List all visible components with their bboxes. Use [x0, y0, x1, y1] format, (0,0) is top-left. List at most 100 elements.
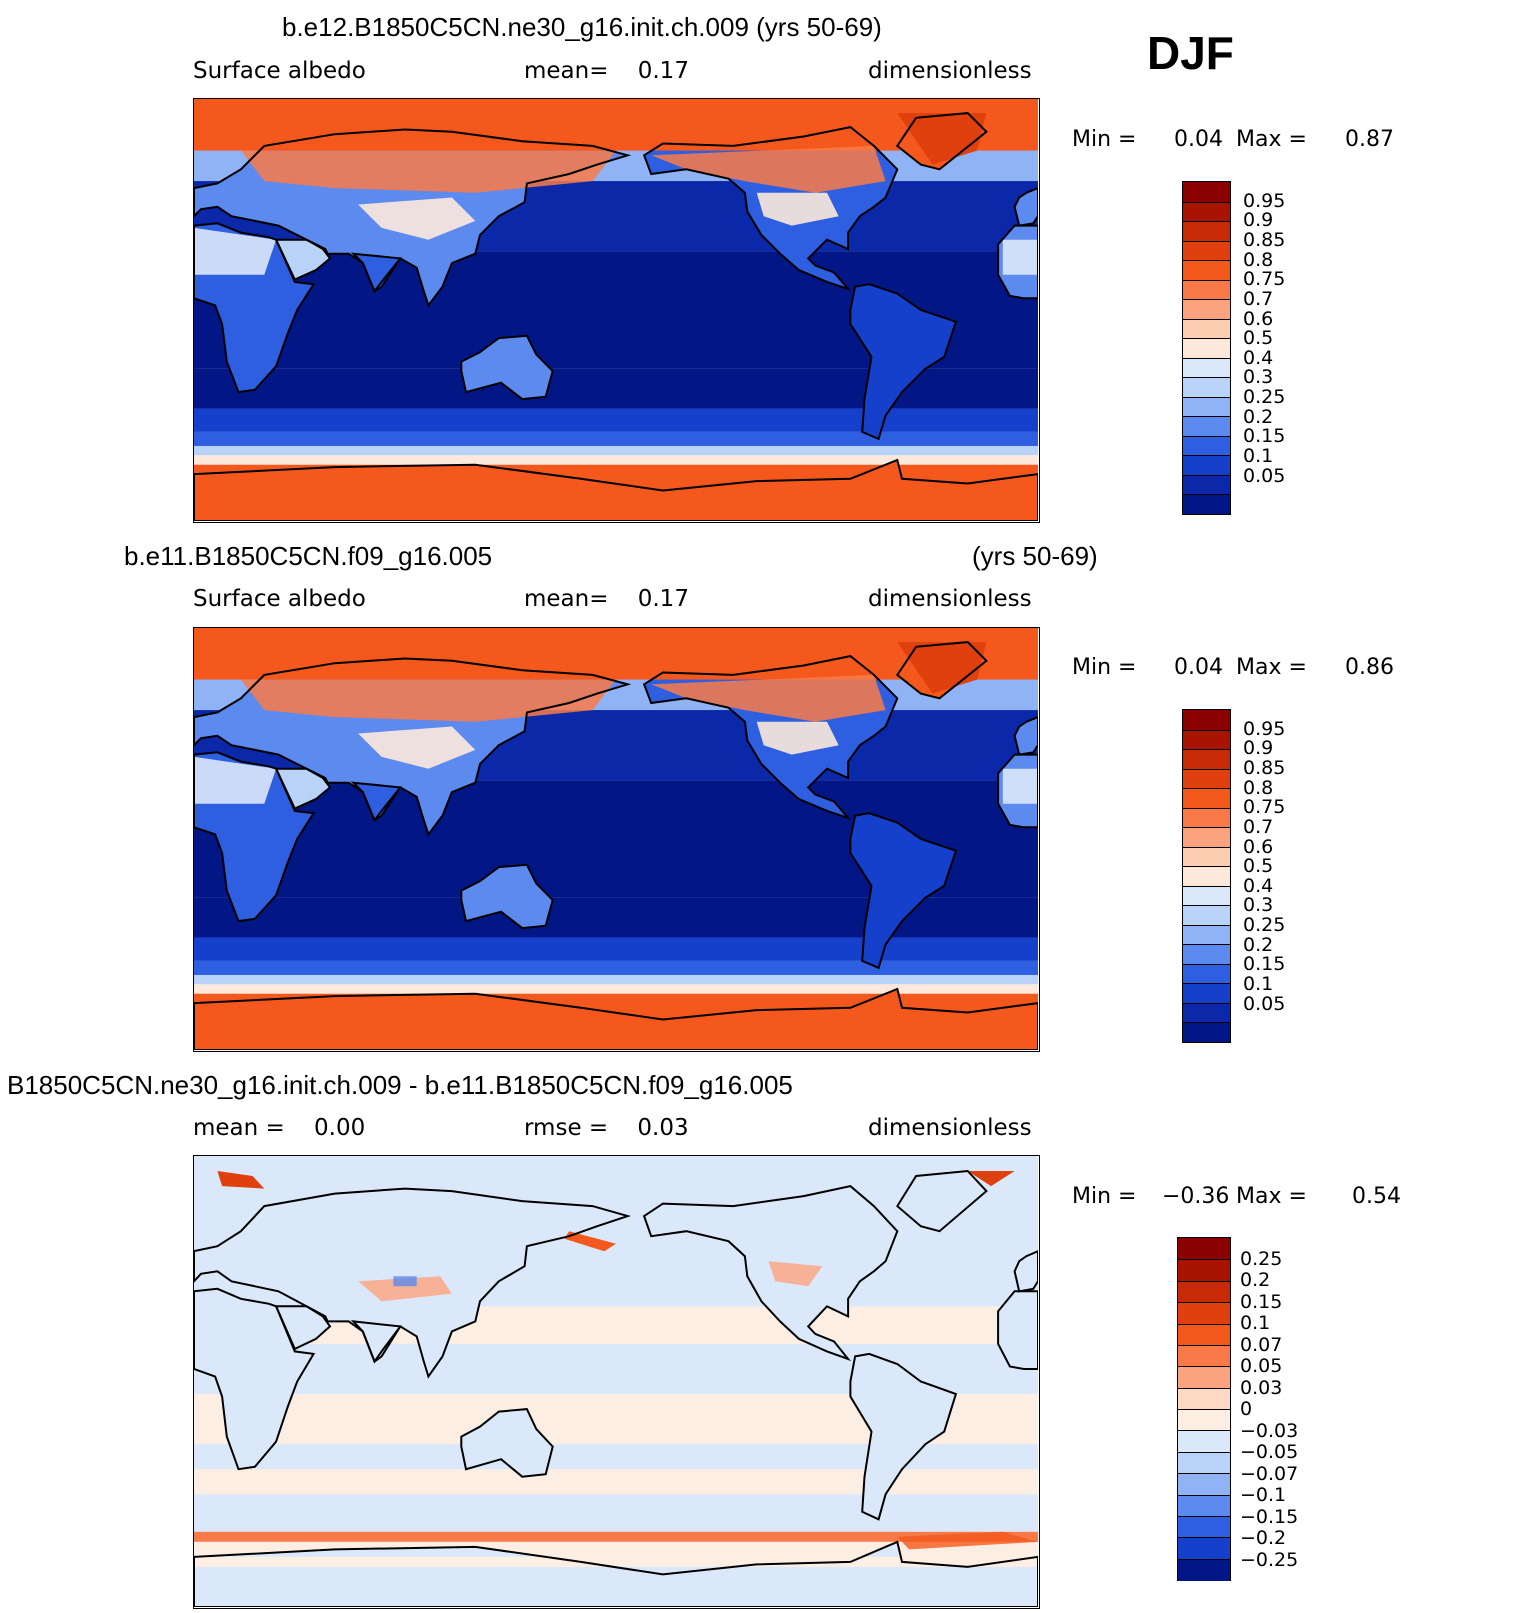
- colorbar-tick-label: −0.25: [1240, 1548, 1299, 1571]
- colorbar-swatch: [1178, 1515, 1230, 1538]
- panel-3-min-value: −0.36: [1162, 1184, 1230, 1209]
- colorbar-tick-label: 0.7: [1243, 287, 1274, 310]
- colorbar-tick-label: −0.2: [1240, 1527, 1287, 1549]
- colorbar-tick-label: 0.2: [1243, 405, 1274, 428]
- land-samerica: [850, 813, 956, 968]
- coastline-india: [350, 1320, 402, 1364]
- colorbar-swatch: [1183, 357, 1230, 378]
- colorbar-swatch: [1183, 807, 1230, 828]
- ocean-band: [194, 431, 1038, 446]
- panel-1-case-title: b.e12.B1850C5CN.ne30_g16.init.ch.009 (yr…: [282, 12, 882, 42]
- land-antarctica: [194, 460, 1038, 521]
- panel-2-min-label: Min =: [1072, 655, 1137, 680]
- panel-1-max-label: Max =: [1236, 127, 1307, 152]
- na-diff: [768, 1261, 823, 1287]
- snow-na-interior: [756, 192, 839, 226]
- colorbar-tick-label: 0.1: [1240, 1312, 1271, 1334]
- colorbar-swatch: [1183, 710, 1230, 731]
- colorbar-swatch: [1183, 827, 1230, 848]
- asia-diff-neg: [393, 1276, 417, 1287]
- colorbar-swatch: [1183, 279, 1230, 300]
- panel-2-colorbar: [1182, 709, 1231, 1043]
- colorbar-tick-label: 0.95: [1243, 189, 1286, 212]
- coastline-africa_w: [997, 753, 1038, 829]
- coastline-eurasia: [194, 1187, 632, 1379]
- panel-2-case-years: (yrs 50-69): [972, 541, 1098, 571]
- colorbar-swatch: [1183, 377, 1230, 398]
- colorbar-tick-label: 0.25: [1240, 1247, 1283, 1270]
- colorbar-tick-label: 0.2: [1240, 1269, 1271, 1291]
- land-namerica: [644, 1186, 898, 1359]
- panel-2-max-label: Max =: [1236, 655, 1307, 680]
- colorbar-swatch: [1178, 1451, 1230, 1474]
- panel-3-max-value: 0.54: [1352, 1184, 1401, 1209]
- colorbar-tick-label: 0.2: [1243, 933, 1274, 956]
- colorbar-swatch: [1183, 846, 1230, 867]
- colorbar-tick-label: −0.1: [1240, 1484, 1287, 1506]
- coastline-australia: [460, 863, 554, 930]
- greenland-ice: [897, 113, 987, 165]
- colorbar-tick-label: 0.95: [1243, 717, 1286, 740]
- land-australia: [461, 864, 553, 929]
- coastline-samerica: [849, 812, 958, 970]
- sea-ice-band: [194, 455, 1038, 465]
- ocean-band: [194, 445, 1038, 456]
- panel-2-case-title: b.e11.B1850C5CN.f09_g16.005: [124, 541, 493, 571]
- colorbar-swatch: [1178, 1366, 1230, 1389]
- coastline-namerica: [642, 1185, 899, 1362]
- land-india: [353, 253, 401, 292]
- greenland-ice: [897, 642, 987, 694]
- panel-1-map: [193, 98, 1040, 523]
- panel-2-map: [193, 627, 1040, 1052]
- land-africa_w: [998, 1291, 1038, 1369]
- colorbar-swatch: [1178, 1409, 1230, 1431]
- coastline-africa: [194, 222, 316, 394]
- panel-1-min-value: 0.04: [1174, 127, 1223, 152]
- colorbar-tick-label: 0.3: [1243, 366, 1274, 389]
- panel-1-mean-label: mean= 0.17: [524, 58, 689, 84]
- colorbar-swatch: [1178, 1558, 1230, 1581]
- colorbar-swatch: [1183, 416, 1230, 437]
- coastline-greenland: [895, 1169, 988, 1233]
- snow-band: [194, 628, 1038, 680]
- colorbar-tick-label: 0.03: [1240, 1376, 1283, 1399]
- panel-1-variable-label: Surface albedo: [193, 58, 366, 84]
- panel-3-rmse-label: rmse = 0.03: [524, 1115, 689, 1141]
- snow-eurasia: [240, 150, 616, 193]
- colorbar-tick-label: 0.05: [1243, 464, 1286, 487]
- colorbar-swatch: [1178, 1323, 1230, 1346]
- colorbar-tick-label: 0.8: [1243, 776, 1274, 799]
- colorbar-swatch: [1183, 963, 1230, 984]
- coastline-eurasia: [194, 657, 632, 837]
- coastline-greenland: [895, 641, 988, 700]
- panel-3-colorbar: [1177, 1237, 1231, 1581]
- colorbar-swatch: [1178, 1238, 1230, 1260]
- panel-3-max-label: Max =: [1236, 1184, 1307, 1209]
- colorbar-tick-label: 0: [1240, 1398, 1253, 1420]
- colorbar-swatch: [1183, 768, 1230, 789]
- colorbar-swatch: [1183, 260, 1230, 281]
- colorbar-swatch: [1178, 1494, 1230, 1517]
- coastline-antarctica: [194, 458, 1038, 521]
- colorbar-tick-label: 0.85: [1243, 756, 1286, 779]
- land-australia: [461, 335, 553, 400]
- snow-eurasia: [240, 679, 616, 722]
- snow-central-asia: [358, 726, 476, 769]
- surface-albedo-difference-map: [194, 1156, 1038, 1607]
- coastline-samerica: [849, 1352, 958, 1521]
- sahara: [194, 756, 277, 804]
- panel-2-units-label: dimensionless: [868, 586, 1032, 612]
- colorbar-tick-label: −0.07: [1240, 1462, 1299, 1485]
- snow-band: [194, 99, 1038, 151]
- colorbar-tick-label: −0.15: [1240, 1505, 1299, 1528]
- colorbar-tick-label: 0.9: [1243, 209, 1274, 232]
- panel-3-min-label: Min =: [1072, 1184, 1137, 1209]
- coastline-africa_w: [997, 1290, 1038, 1370]
- coastline-antarctica: [194, 987, 1038, 1050]
- colorbar-tick-label: 0.3: [1243, 894, 1274, 917]
- colorbar-tick-label: 0.05: [1243, 992, 1286, 1015]
- surface-albedo-map: [194, 99, 1038, 521]
- colorbar-tick-label: 0.05: [1240, 1355, 1283, 1377]
- coastline-greenland: [895, 112, 988, 171]
- difference-band: [194, 1531, 1038, 1542]
